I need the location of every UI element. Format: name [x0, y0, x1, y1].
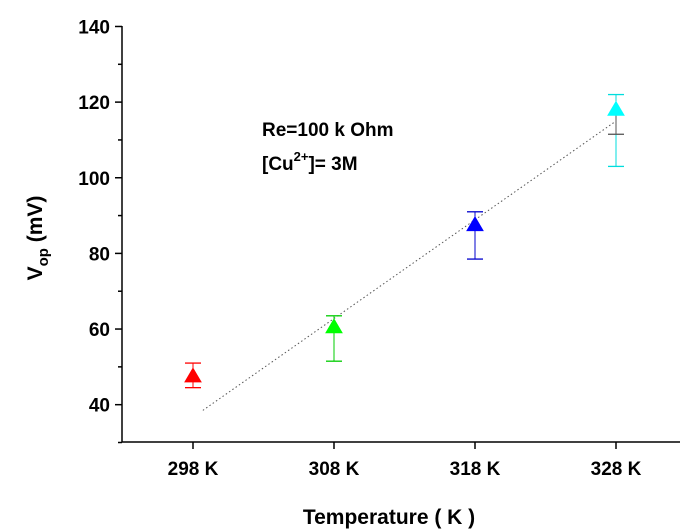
y-axis-label-unit: (mV) [24, 196, 47, 249]
y-axis-label-sub: op [35, 248, 52, 266]
data-point-triangle [607, 100, 625, 116]
y-tick-label: 80 [89, 244, 110, 265]
annotation-concentration-sup: 2+ [294, 149, 309, 164]
x-tick-label: 308 K [309, 459, 360, 480]
error-bars [185, 93, 624, 389]
data-point-triangle [325, 318, 343, 334]
annotation-resistance: Re=100 k Ohm [262, 120, 394, 141]
y-tick-label: 60 [89, 320, 110, 341]
annotation-concentration-suffix: ]= 3M [308, 154, 357, 175]
axes: 40 60 80 100 120 140 298 K 308 K 318 K 328 K [78, 17, 680, 480]
x-tick-label: 318 K [450, 459, 501, 480]
annotation-concentration-prefix: [Cu [262, 154, 294, 175]
labels: Re=100 k Ohm [Cu2+]= 3M Temperature ( K … [24, 120, 475, 529]
y-axis-label: Vop (mV) [24, 196, 52, 281]
x-tick-label: 298 K [168, 459, 219, 480]
y-tick-label: 140 [78, 17, 110, 38]
y-tick-label: 100 [78, 169, 110, 190]
data-points [184, 100, 625, 383]
x-axis-label: Temperature ( K ) [303, 506, 475, 529]
y-tick-label: 120 [78, 93, 110, 114]
data-point-triangle [466, 216, 484, 232]
annotation-concentration: [Cu2+]= 3M [262, 149, 358, 175]
y-axis-label-main: V [24, 266, 47, 280]
data-point-triangle [184, 367, 202, 383]
y-tick-label: 40 [89, 396, 110, 417]
trendline-group [202, 120, 617, 411]
trendline [202, 120, 617, 411]
x-tick-label: 328 K [591, 459, 642, 480]
